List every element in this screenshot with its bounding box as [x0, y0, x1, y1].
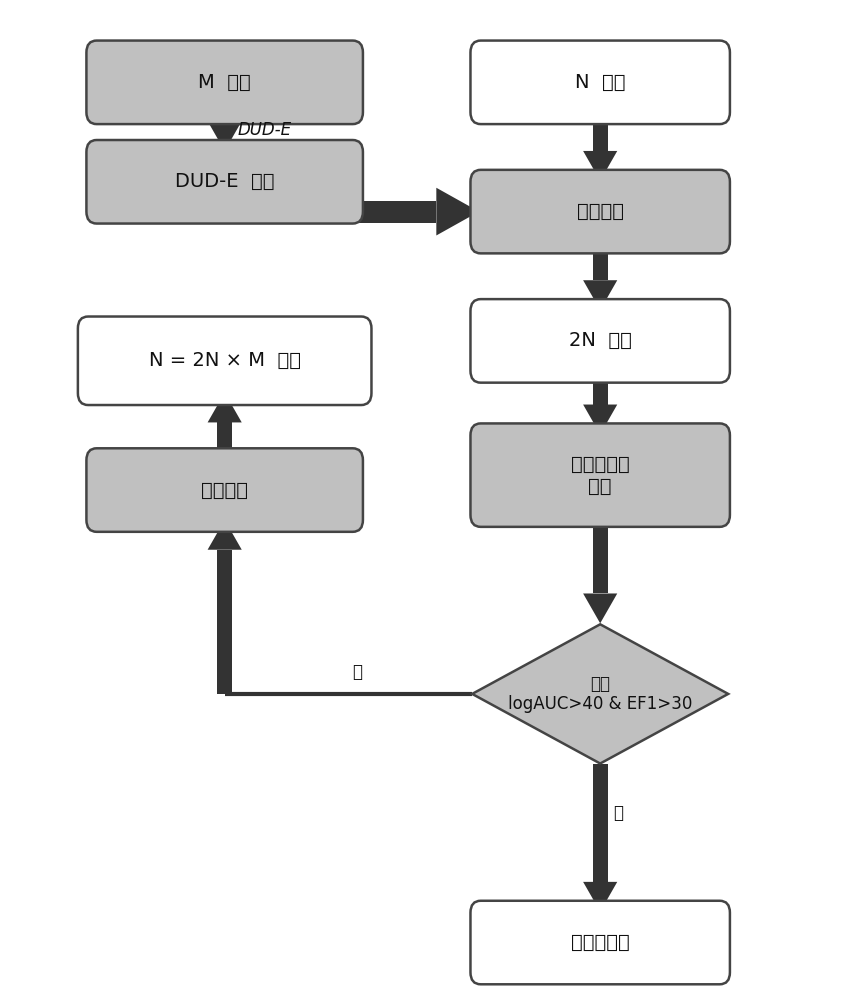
Polygon shape	[583, 593, 618, 623]
Text: 2N  模型: 2N 模型	[569, 331, 631, 350]
Text: 是: 是	[613, 804, 623, 822]
FancyBboxPatch shape	[78, 317, 371, 405]
Polygon shape	[208, 121, 241, 151]
Text: DUD-E: DUD-E	[237, 121, 291, 139]
FancyBboxPatch shape	[593, 241, 608, 280]
Polygon shape	[472, 624, 728, 764]
Polygon shape	[208, 520, 241, 550]
FancyBboxPatch shape	[593, 515, 608, 593]
FancyBboxPatch shape	[87, 448, 363, 532]
Text: 对接配体: 对接配体	[201, 481, 248, 500]
FancyBboxPatch shape	[87, 140, 363, 224]
FancyBboxPatch shape	[471, 299, 730, 383]
Polygon shape	[436, 188, 479, 235]
Text: 评估
logAUC>40 & EF1>30: 评估 logAUC>40 & EF1>30	[508, 675, 692, 713]
Polygon shape	[208, 393, 241, 422]
FancyBboxPatch shape	[332, 201, 436, 223]
Polygon shape	[583, 882, 618, 912]
Text: 对接配体和
诱饵: 对接配体和 诱饵	[571, 455, 630, 496]
FancyBboxPatch shape	[471, 423, 730, 527]
Text: N  模型: N 模型	[575, 73, 625, 92]
Polygon shape	[583, 151, 618, 181]
FancyBboxPatch shape	[593, 764, 608, 882]
FancyBboxPatch shape	[471, 41, 730, 124]
Polygon shape	[583, 405, 618, 434]
Text: N = 2N × M  模型: N = 2N × M 模型	[149, 351, 301, 370]
Polygon shape	[583, 280, 618, 310]
FancyBboxPatch shape	[217, 550, 232, 694]
FancyBboxPatch shape	[217, 422, 232, 459]
Text: M  配体: M 配体	[198, 73, 251, 92]
Text: 最丰富模型: 最丰富模型	[571, 933, 630, 952]
Text: DUD-E  诱饵: DUD-E 诱饵	[175, 172, 274, 191]
FancyBboxPatch shape	[593, 371, 608, 405]
FancyBboxPatch shape	[471, 901, 730, 984]
FancyBboxPatch shape	[87, 41, 363, 124]
FancyBboxPatch shape	[217, 112, 232, 121]
Text: 否: 否	[352, 663, 362, 681]
Text: 侧链取样: 侧链取样	[576, 202, 624, 221]
FancyBboxPatch shape	[471, 170, 730, 253]
FancyBboxPatch shape	[593, 112, 608, 151]
